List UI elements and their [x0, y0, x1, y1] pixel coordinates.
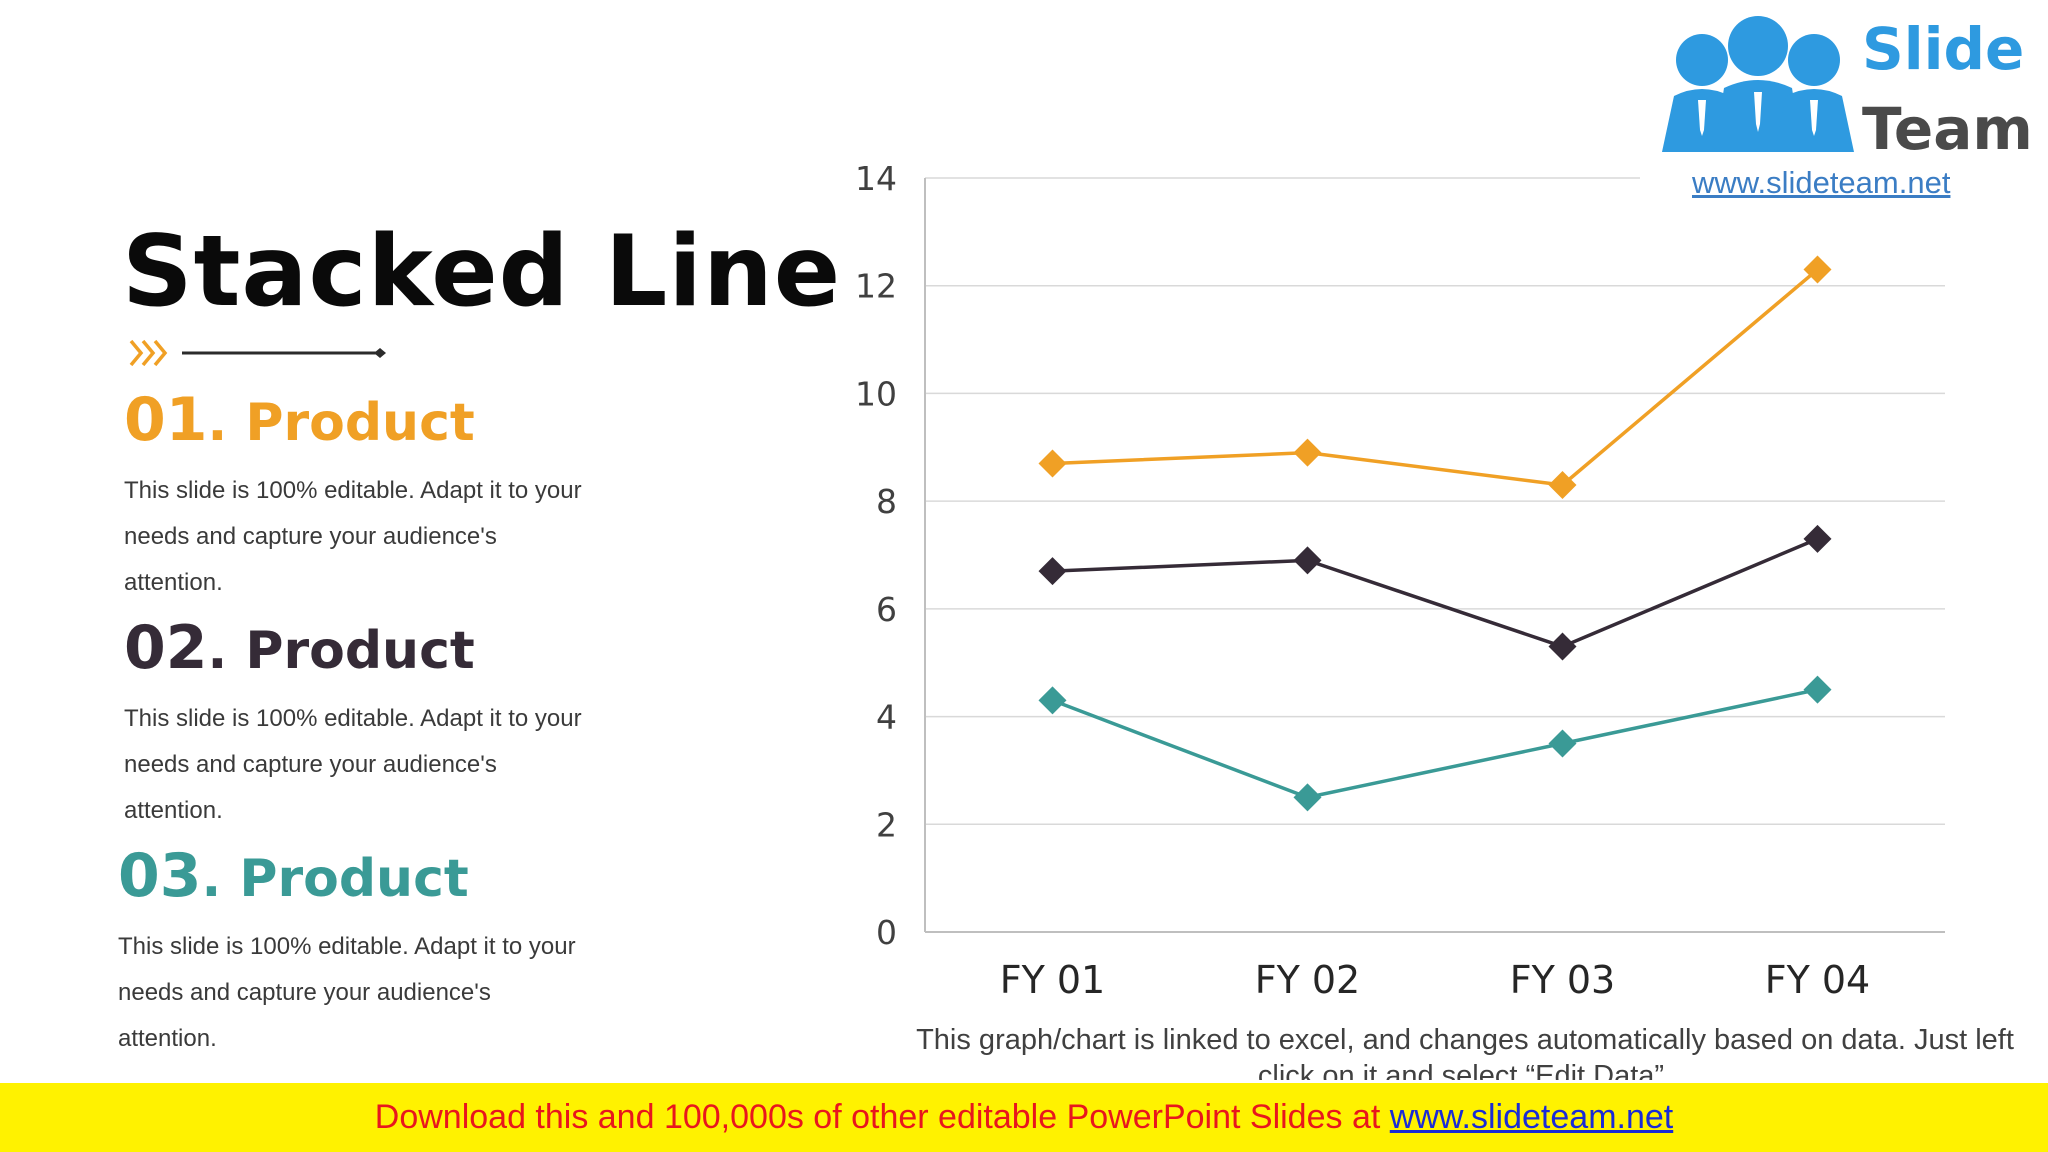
footer-link[interactable]: www.slideteam.net	[1389, 1098, 1674, 1136]
y-tick-label: 8	[876, 482, 897, 521]
product-description-2: This slide is 100% editable. Adapt it to…	[124, 705, 582, 824]
product-number-3: 03	[118, 841, 202, 911]
data-point-series-1[interactable]	[1548, 470, 1577, 499]
people-icon	[1662, 16, 1854, 152]
chart-caption: This graph/chart is linked to excel, and…	[916, 1024, 2014, 1080]
product-block-2: 02. Product This slide is 100% editable.…	[124, 616, 594, 834]
y-tick-label: 4	[876, 698, 897, 737]
logo-word-slide: Slide	[1862, 15, 2025, 83]
x-tick-label: FY 02	[1255, 958, 1361, 1002]
footer-text-wrapper: Download this and 100,000s of other edit…	[375, 1083, 1673, 1152]
data-point-series-3[interactable]	[1038, 686, 1067, 715]
y-tick-label: 6	[876, 590, 897, 629]
logo-word-team: Team	[1862, 95, 2033, 163]
data-point-series-2[interactable]	[1548, 632, 1577, 661]
y-tick-label: 14	[855, 159, 897, 198]
product-heading-1: 01. Product	[124, 388, 594, 464]
product-number-1: 01	[124, 385, 208, 455]
data-point-series-3[interactable]	[1293, 783, 1322, 812]
logo-url-link[interactable]: www.slideteam.net	[1692, 165, 1951, 200]
data-point-series-3[interactable]	[1803, 675, 1832, 704]
data-point-series-1[interactable]	[1293, 438, 1322, 467]
product-heading-2: 02. Product	[124, 616, 594, 692]
data-point-series-2[interactable]	[1293, 546, 1322, 575]
data-point-series-2[interactable]	[1803, 524, 1832, 553]
slideteam-logo[interactable]: Slide Team www.slideteam.net	[1640, 0, 2036, 200]
chevrons-icon	[129, 339, 168, 367]
footer-text: Download this and 100,000s of other edit…	[374, 1098, 1390, 1136]
product-label-3: . Product	[201, 849, 469, 909]
series-line-3[interactable]	[1051, 687, 1818, 800]
product-block-1: 01. Product This slide is 100% editable.…	[124, 388, 594, 606]
product-description-3: This slide is 100% editable. Adapt it to…	[118, 933, 576, 1052]
x-tick-label: FY 04	[1765, 958, 1871, 1002]
y-tick-label: 2	[876, 805, 897, 844]
download-banner: Download this and 100,000s of other edit…	[0, 1083, 2048, 1152]
product-description-1: This slide is 100% editable. Adapt it to…	[124, 477, 582, 596]
data-point-series-2[interactable]	[1038, 557, 1067, 586]
product-label-1: . Product	[207, 393, 475, 453]
y-tick-label: 10	[855, 374, 897, 413]
product-number-2: 02	[124, 613, 208, 683]
x-tick-label: FY 01	[1000, 958, 1106, 1002]
product-block-3: 03. Product This slide is 100% editable.…	[118, 844, 588, 1062]
y-tick-label: 0	[876, 913, 897, 952]
title-underline-decoration	[129, 339, 386, 367]
series-line-2[interactable]	[1052, 537, 1819, 649]
data-point-series-1[interactable]	[1038, 449, 1067, 478]
stacked-line-chart[interactable]: 0 2 4 6 8 10 12 14 FY 01 FY 02 FY 03 FY 04	[840, 150, 1990, 1070]
slide-title: Stacked Line	[122, 215, 842, 329]
data-point-series-3[interactable]	[1548, 729, 1577, 758]
product-label-2: . Product	[207, 621, 475, 681]
y-tick-label: 12	[855, 267, 897, 306]
series-line-1[interactable]	[1052, 268, 1819, 487]
product-heading-3: 03. Product	[118, 844, 588, 920]
x-tick-label: FY 03	[1510, 958, 1616, 1002]
